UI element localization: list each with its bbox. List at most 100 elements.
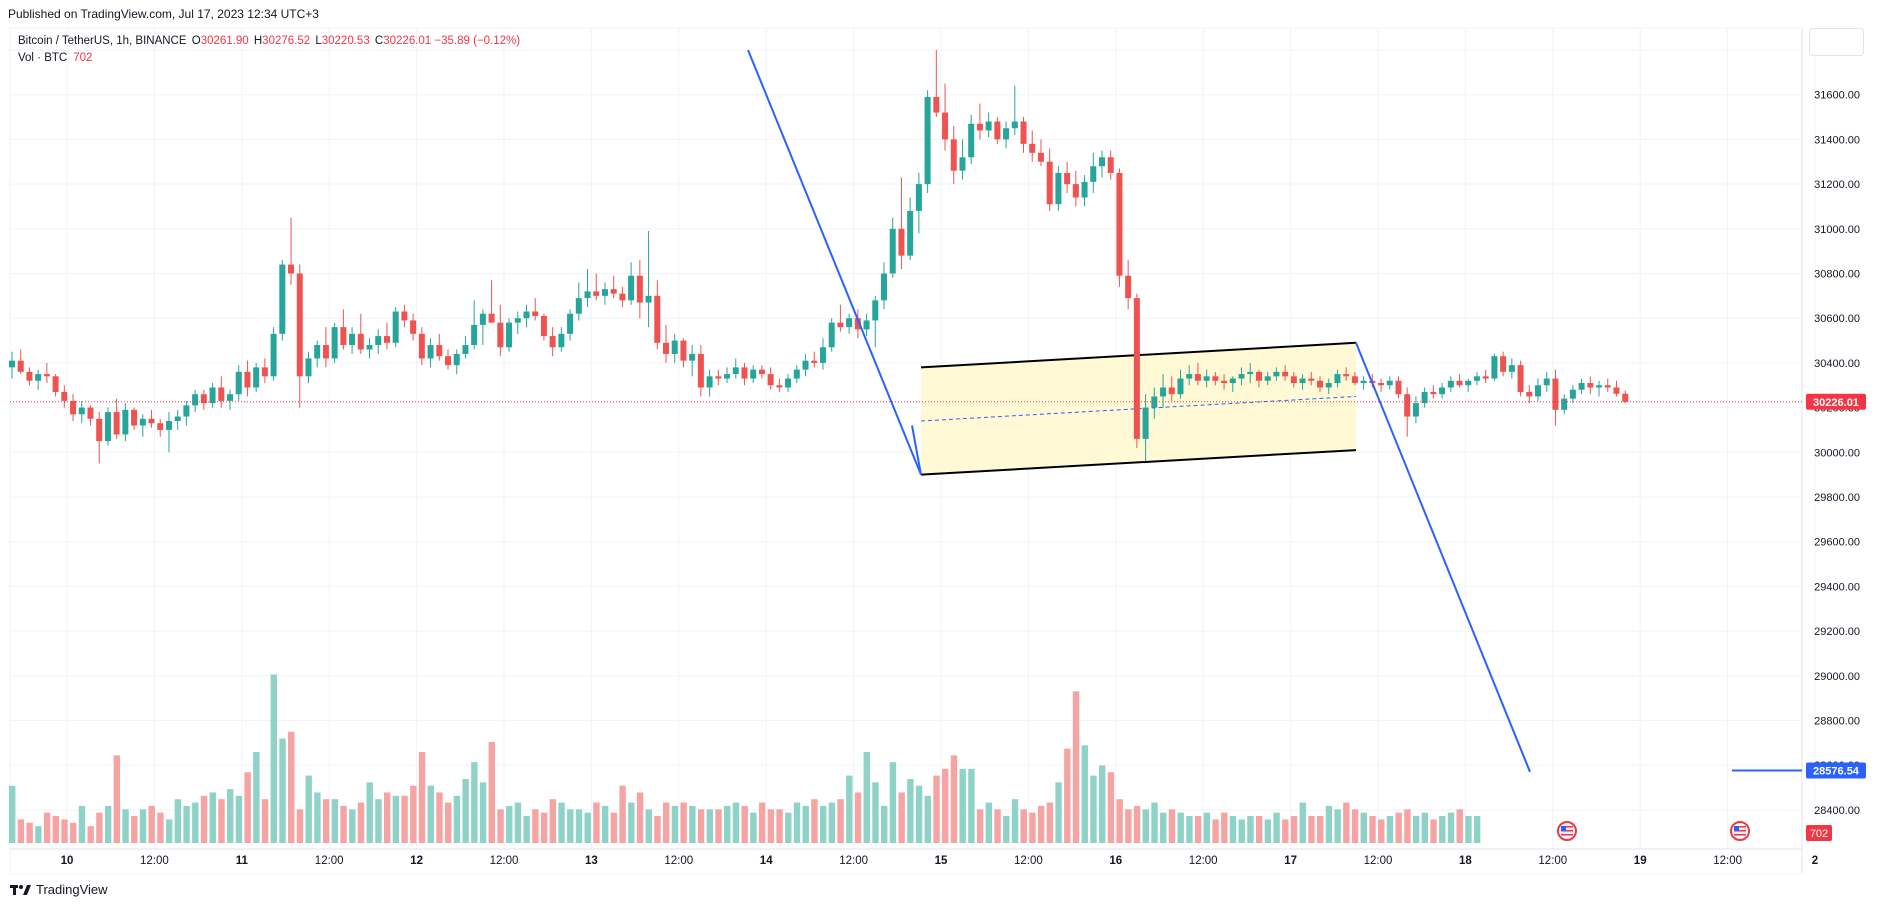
high-label: H [253,35,263,47]
candle-body [567,313,574,334]
volume-bar [270,674,277,843]
volume-bar [976,809,984,843]
volume-bar [724,805,731,843]
symbol-legend[interactable]: Bitcoin / TetherUS, 1h, BINANCE O30261.9… [18,35,520,47]
candle-body [1142,407,1149,439]
volume-bar [1029,812,1036,843]
volume-bar [165,819,173,843]
candle [706,369,713,397]
volume-bar [889,762,897,843]
candle-body [1151,396,1158,408]
candle [165,412,172,453]
candle [1229,376,1236,392]
candle-body [1011,121,1018,129]
volume-bar [1343,802,1350,843]
time-tick-label: 15 [935,855,948,867]
volume-bar [1194,816,1202,843]
candle [296,264,303,408]
volume-bar [157,812,164,843]
volume-badge: 702 [1806,825,1832,841]
volume-bar [654,816,661,843]
candle-body [35,374,42,381]
volume-bar [1212,819,1219,843]
us-flag-event-icon[interactable] [1557,821,1577,841]
volume-bar [479,782,487,843]
volume-bar [9,785,16,843]
volume-bar [1046,802,1054,843]
time-tick-label: 10 [61,855,74,867]
volume-bar [593,802,600,843]
candle-body [104,412,111,442]
candle-body [1282,371,1289,377]
volume-bar [148,805,155,843]
volume-bar [445,802,452,843]
candle [785,374,792,392]
candle-body [288,264,295,274]
tradingview-brand[interactable]: TradingView [10,882,108,897]
volume-bar [1325,805,1333,843]
candle-body [881,273,887,301]
volume-bar [17,819,25,843]
volume-bar [584,812,591,843]
price-tick-label: 31200.00 [1814,179,1860,191]
volume-bar [1116,799,1123,843]
candle-body [1622,393,1629,402]
candle-body [715,376,722,379]
volume-bar [1151,802,1158,843]
candle-body [1334,374,1341,384]
change-value: −35.89 (−0.12%) [434,35,521,47]
candle [1351,371,1358,386]
candle-body [1500,356,1507,372]
candle-body [61,391,68,401]
candle [366,338,373,359]
candle-body [209,387,216,404]
candle [497,304,504,357]
volume-bar [1317,816,1324,843]
candle [1133,293,1140,448]
us-flag-event-icon[interactable] [1730,821,1750,841]
volume-bars [9,674,1481,843]
volume-bar [933,775,940,843]
candle-body [1430,391,1437,395]
candles [9,50,1629,464]
tradingview-logo-icon [10,884,31,895]
volume-bar [811,799,818,843]
time-tick-label: 12:00 [490,855,519,867]
candle-body [305,358,312,377]
volume-bar [601,805,609,843]
candle-body [1491,356,1498,379]
volume-bar [305,775,312,843]
target-price-badge-bg [1806,762,1866,779]
candle [811,351,818,368]
candle-body [933,96,940,113]
volume-bar [340,805,347,843]
chart-settings-button[interactable] [1809,28,1864,56]
candle-body [1351,376,1358,384]
volume-bar [1447,812,1455,843]
price-tick-label: 30400.00 [1814,358,1860,370]
candle [1003,121,1010,149]
candle [192,389,199,413]
candle-body [976,123,983,131]
candle [1046,148,1053,211]
volume-legend[interactable]: Vol · BTC 702 [18,52,92,64]
candle [549,327,556,357]
candle-body [26,371,33,381]
volume-bar [1011,799,1019,843]
candle [863,313,870,337]
candle-body [1473,376,1480,381]
volume-bar [366,782,373,843]
candle [671,333,678,363]
volume-label: Vol · BTC [18,52,68,64]
candle-body [279,264,286,334]
time-tick-label: 12:00 [315,855,344,867]
candle-body [1343,374,1350,377]
volume-bar [863,752,870,843]
candle-body [1447,380,1454,388]
candle [462,336,469,359]
candle-body [383,336,390,343]
candle-body [1177,378,1184,395]
candle [1378,378,1385,392]
time-tick-label: 12:00 [1364,855,1393,867]
